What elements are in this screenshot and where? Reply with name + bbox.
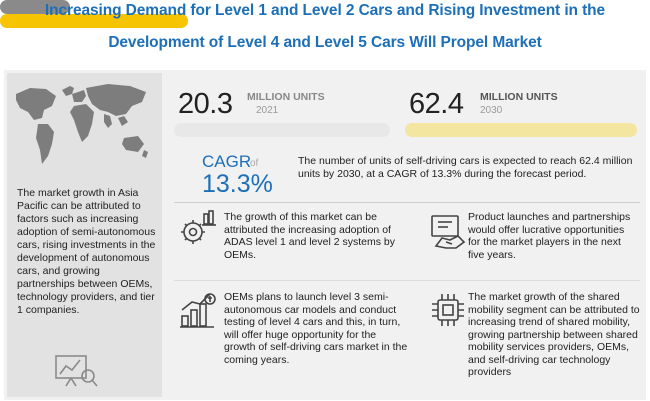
page-title-line-2: Development of Level 4 and Level 5 Cars …: [108, 34, 542, 51]
growth-bars-icon: [180, 293, 216, 328]
forecast-units-value: 62.4: [409, 88, 464, 120]
chip-icon: [432, 294, 464, 326]
cagr-value: 13.3%: [202, 170, 273, 198]
section-divider: [174, 202, 640, 203]
cagr-description: The number of units of self-driving cars…: [298, 155, 633, 180]
handshake-icon: [431, 215, 466, 249]
world-map-icon: [16, 84, 148, 164]
gear-chart-icon: [181, 210, 216, 244]
insight-text-2: Product launches and partnerships would …: [468, 211, 631, 261]
presentation-magnifier-icon: [55, 355, 98, 387]
cagr-of: of: [250, 158, 259, 169]
current-units-value: 20.3: [178, 88, 233, 120]
insight-text-3: OEMs plans to launch level 3 semi-autono…: [224, 291, 408, 366]
cagr-label: CAGR: [202, 152, 252, 171]
insight-text-1: The growth of this market can be attribu…: [224, 211, 395, 261]
current-year: 2021: [256, 105, 279, 116]
forecast-units-unit: MILLION UNITS: [480, 91, 558, 103]
forecast-year: 2030: [480, 105, 503, 116]
cell-divider: [174, 280, 640, 281]
forecast-bar-track: [405, 123, 637, 137]
sidebar-text: The market growth in Asia Pacific can be…: [17, 187, 156, 316]
current-units-unit: MILLION UNITS: [247, 91, 325, 103]
current-bar-fill: [0, 0, 70, 14]
current-bar-track: [174, 123, 390, 137]
insight-text-4: The market growth of the shared mobility…: [468, 291, 640, 378]
page-title-line-1: Increasing Demand for Level 1 and Level …: [44, 2, 606, 19]
forecast-bar-fill: [0, 14, 188, 28]
